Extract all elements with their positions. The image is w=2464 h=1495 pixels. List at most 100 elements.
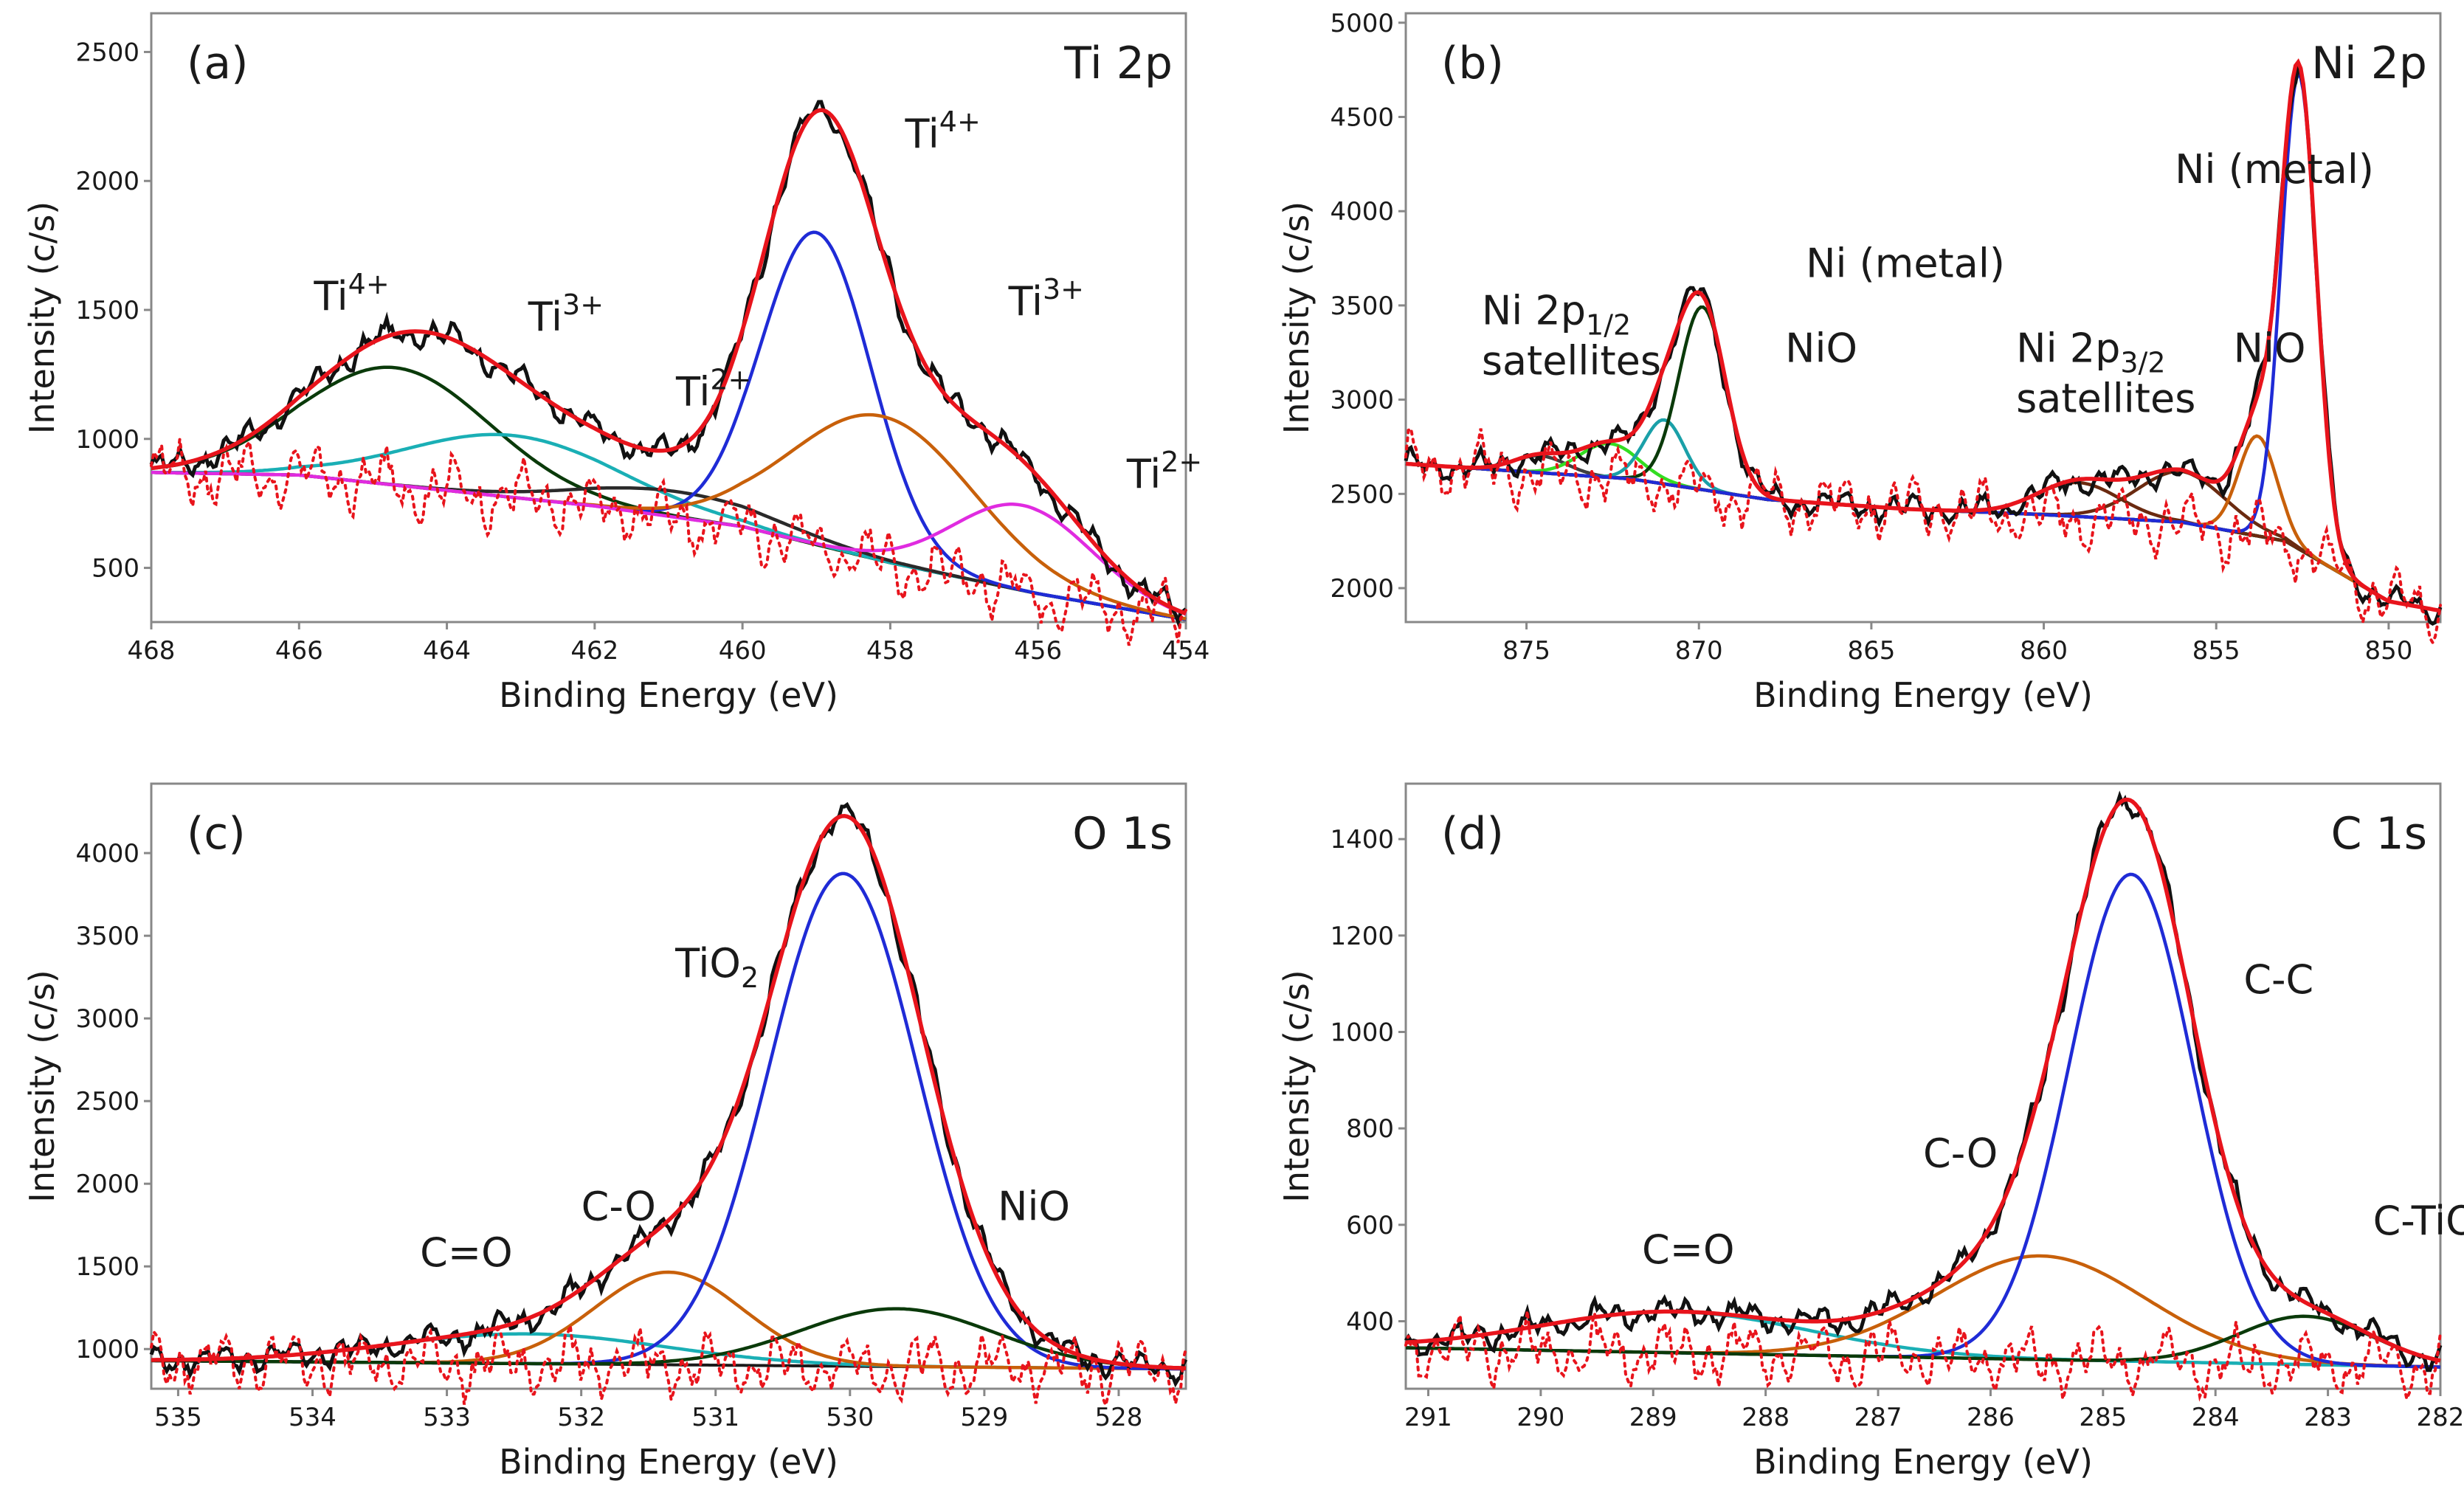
annotation-text-line2: satellites: [2016, 376, 2195, 422]
x-tick-label: 535: [154, 1403, 202, 1432]
x-tick-label: 460: [719, 636, 767, 666]
x-tick-label: 532: [557, 1403, 605, 1432]
x-tick-label: 289: [1629, 1403, 1677, 1432]
x-tick-label: 850: [2364, 636, 2412, 666]
peak-annotation: NiO: [998, 1183, 1070, 1229]
peak-annotation: C-O: [1923, 1130, 1998, 1176]
annotation-text: Ti: [528, 294, 562, 340]
y-tick-label: 800: [1346, 1114, 1394, 1144]
y-tick-label: 500: [92, 554, 139, 584]
y-tick-label: 3000: [1330, 386, 1394, 415]
x-tick-label: 288: [1742, 1403, 1790, 1432]
x-tick-label: 291: [1404, 1403, 1452, 1432]
annotation-text: C-TiO: [2373, 1198, 2464, 1244]
plot-area: [150, 782, 1187, 1390]
annotation-text: C=O: [420, 1229, 512, 1276]
y-tick-label: 1200: [1330, 922, 1394, 951]
annotation-text-line2: satellites: [1482, 337, 1661, 384]
y-tick-label: 3500: [75, 922, 139, 951]
y-tick-label: 600: [1346, 1211, 1394, 1240]
x-tick-label: 865: [1847, 636, 1895, 666]
y-tick-label: 2500: [75, 38, 139, 67]
annotation-superscript: 2+: [710, 363, 751, 396]
y-tick-label: 2500: [75, 1087, 139, 1116]
x-tick-label: 860: [2020, 636, 2068, 666]
annotation-superscript: 4+: [939, 106, 981, 138]
annotation-superscript: 3+: [562, 289, 604, 321]
annotation-text: C-O: [1923, 1130, 1998, 1176]
annotation-subscript: 1/2: [1586, 308, 1631, 341]
residual-line: [150, 438, 1187, 646]
component-peak: [1406, 1314, 2441, 1363]
panel-2: 535 534 533 532 531 530 529 528 1000 1500 2000 2500…: [22, 782, 1188, 1482]
x-tick-label: 875: [1502, 636, 1550, 666]
x-tick-label: 464: [423, 636, 471, 666]
residual-line: [1404, 426, 2442, 646]
y-tick-label: 2500: [1330, 480, 1394, 509]
experimental-line: [1404, 790, 2443, 1373]
panel-0: 468 466 464 462 460 458 456 454 500 1000 1500 2000 2…: [22, 12, 1210, 715]
y-tick-label: 4000: [75, 839, 139, 869]
peak-annotation: C-TiO2: [2373, 1198, 2464, 1251]
y-tick-label: 1000: [1330, 1018, 1394, 1047]
panel-label: (b): [1441, 38, 1504, 89]
annotation-text: TiO: [674, 940, 741, 987]
y-axis-label: Intensity (c/s): [22, 970, 62, 1203]
annotation-text: Ti: [675, 368, 710, 415]
peak-annotation: Ti4+: [313, 268, 389, 320]
x-axis-label: Binding Energy (eV): [1753, 675, 2093, 715]
annotation-superscript: 3+: [1043, 273, 1084, 305]
annotation-text: NiO: [2234, 325, 2306, 372]
annotation-text: C-C: [2243, 956, 2313, 1003]
annotation-text: C=O: [1642, 1226, 1734, 1273]
peak-annotation: Ni (metal): [1806, 241, 2005, 287]
x-axis-label: Binding Energy (eV): [1753, 1442, 2093, 1482]
panel-label: (d): [1441, 808, 1504, 860]
experimental-line: [149, 801, 1188, 1388]
peak-annotation: TiO2: [674, 940, 759, 994]
peak-annotation: NiO: [2234, 325, 2306, 372]
annotation-text: Ni 2p: [1482, 287, 1586, 334]
y-axis-label: Intensity (c/s): [22, 201, 62, 435]
peak-annotation: NiO: [1785, 325, 1857, 372]
y-tick-label: 1000: [75, 425, 139, 455]
y-tick-label: 5000: [1330, 9, 1394, 38]
element-title: Ni 2p: [2311, 38, 2427, 89]
peak-annotation: C-O: [582, 1183, 656, 1229]
x-tick-label: 456: [1014, 636, 1062, 666]
envelope-line: [151, 814, 1187, 1370]
x-tick-label: 529: [960, 1403, 1008, 1432]
x-tick-label: 454: [1162, 636, 1210, 666]
annotation-text: NiO: [998, 1183, 1070, 1229]
peak-annotation: Ti2+: [1126, 446, 1202, 497]
y-tick-label: 400: [1346, 1308, 1394, 1337]
element-title: Ti 2p: [1063, 38, 1173, 89]
y-tick-label: 4500: [1330, 103, 1394, 132]
x-tick-label: 855: [2192, 636, 2240, 666]
residual-line: [1404, 1311, 2442, 1403]
y-tick-label: 3500: [1330, 291, 1394, 321]
x-tick-label: 468: [128, 636, 176, 666]
x-tick-label: 870: [1675, 636, 1723, 666]
peak-annotation: C=O: [420, 1229, 512, 1276]
panel-3: 291 290 289 288 287 286 285 284 283 282 400 600 800 1…: [1277, 782, 2464, 1482]
x-tick-label: 462: [570, 636, 618, 666]
x-axis-label: Binding Energy (eV): [499, 675, 838, 715]
x-tick-label: 528: [1095, 1403, 1143, 1432]
annotation-superscript: 2+: [1161, 446, 1202, 478]
y-tick-label: 1500: [75, 296, 139, 325]
x-tick-label: 282: [2417, 1403, 2464, 1432]
y-axis-label: Intensity (c/s): [1277, 970, 1316, 1203]
peak-annotation: Ni 2p1/2: [1482, 287, 1631, 341]
residual-line: [150, 1325, 1187, 1410]
annotation-text: Ni (metal): [1806, 241, 2005, 287]
annotation-text: C-O: [582, 1183, 656, 1229]
x-tick-label: 534: [289, 1403, 337, 1432]
annotation-text: Ni (metal): [2175, 146, 2374, 193]
annotation-text: Ti: [904, 111, 939, 157]
y-tick-label: 1000: [75, 1335, 139, 1364]
plot-area: [1404, 12, 2442, 624]
envelope-line: [1405, 797, 2441, 1363]
x-tick-label: 287: [1854, 1403, 1902, 1432]
